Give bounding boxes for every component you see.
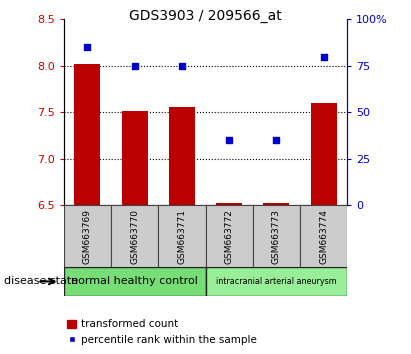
Text: GSM663770: GSM663770 bbox=[130, 209, 139, 264]
Bar bbox=[111, 205, 158, 267]
Bar bbox=[216, 204, 242, 205]
Point bbox=[178, 63, 185, 69]
Text: GSM663772: GSM663772 bbox=[225, 209, 233, 264]
Text: GSM663771: GSM663771 bbox=[178, 209, 186, 264]
Text: GSM663769: GSM663769 bbox=[83, 209, 92, 264]
Text: disease state: disease state bbox=[4, 276, 78, 286]
Text: GSM663773: GSM663773 bbox=[272, 209, 281, 264]
Bar bbox=[263, 204, 289, 205]
Bar bbox=[311, 103, 337, 205]
Bar bbox=[158, 205, 206, 267]
Text: normal healthy control: normal healthy control bbox=[71, 276, 198, 286]
Point bbox=[321, 54, 327, 59]
Bar bbox=[206, 205, 253, 267]
Text: intracranial arterial aneurysm: intracranial arterial aneurysm bbox=[216, 277, 337, 286]
Bar bbox=[122, 110, 148, 205]
Text: GDS3903 / 209566_at: GDS3903 / 209566_at bbox=[129, 9, 282, 23]
Point bbox=[84, 45, 90, 50]
Point bbox=[132, 63, 138, 69]
Bar bbox=[64, 205, 111, 267]
Bar bbox=[253, 205, 300, 267]
Bar bbox=[206, 267, 347, 296]
Text: GSM663774: GSM663774 bbox=[319, 209, 328, 264]
Point bbox=[273, 137, 279, 143]
Bar bbox=[74, 64, 100, 205]
Bar bbox=[300, 205, 347, 267]
Bar bbox=[169, 107, 195, 205]
Bar bbox=[64, 267, 206, 296]
Point bbox=[226, 137, 233, 143]
Legend: transformed count, percentile rank within the sample: transformed count, percentile rank withi… bbox=[63, 315, 261, 349]
